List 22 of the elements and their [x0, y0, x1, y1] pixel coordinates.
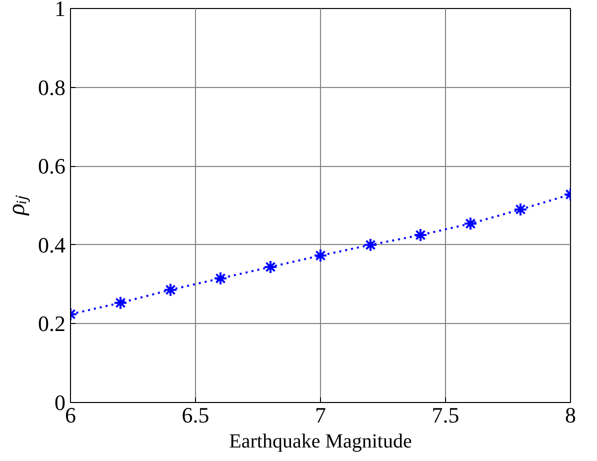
- y-tick-label: 1: [54, 0, 66, 21]
- point: [214, 271, 228, 286]
- point: [464, 216, 478, 231]
- y-tick-label: 0.8: [38, 74, 66, 100]
- point: [364, 238, 378, 252]
- point: [514, 202, 528, 216]
- point: [114, 296, 128, 310]
- y-tick-label: 0: [54, 390, 66, 415]
- x-tick-label: 8: [565, 402, 576, 428]
- x-tick-label: 7.5: [432, 402, 460, 428]
- point: [164, 282, 178, 297]
- point: [414, 228, 428, 242]
- y-tick-label: 0.6: [38, 154, 66, 179]
- x-axis-title: Earthquake Magnitude: [229, 430, 412, 452]
- point: [264, 260, 278, 274]
- x-tick-label: 6: [65, 402, 76, 428]
- x-tick-label: 7: [315, 402, 326, 428]
- y-tick-label: 0.4: [38, 232, 66, 258]
- y-tick-label: 0.2: [38, 311, 66, 336]
- y-axis-title: ρᵢⱼ: [4, 194, 30, 216]
- x-tick-label: 6.5: [182, 402, 210, 428]
- point: [314, 248, 328, 263]
